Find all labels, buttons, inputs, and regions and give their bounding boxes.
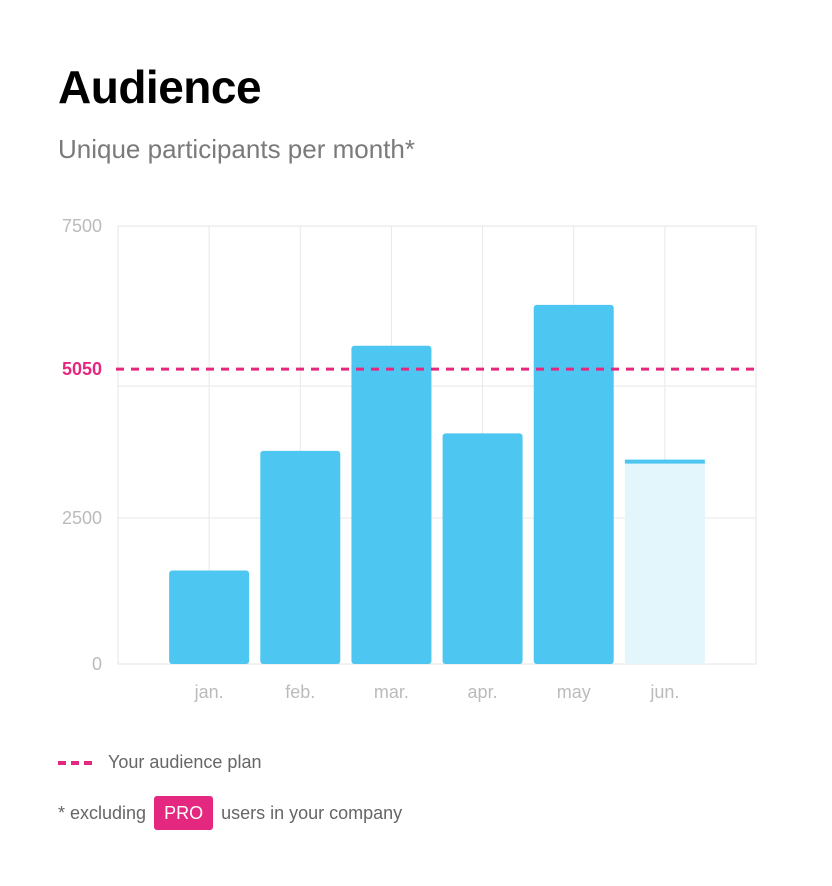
y-tick-label: 0: [92, 654, 102, 674]
x-tick-label: may: [557, 682, 591, 702]
bar-jan: [169, 570, 250, 664]
y-tick-label: 7500: [62, 216, 102, 236]
x-tick-label: mar.: [374, 682, 409, 702]
pro-badge: PRO: [154, 796, 214, 830]
y-tick-label: 2500: [62, 508, 102, 528]
x-tick-label: apr.: [468, 682, 498, 702]
x-tick-label: jan.: [194, 682, 224, 702]
plan-line-swatch: [58, 760, 92, 765]
legend-label: Your audience plan: [108, 752, 262, 772]
bar-feb: [260, 450, 341, 664]
x-tick-label: jun.: [649, 682, 679, 702]
audience-bar-chart: 0 2500 5050 7500 jan. feb. mar. apr. may jun.: [62, 216, 757, 702]
bar-cap-jun: [624, 459, 705, 464]
bar-apr: [442, 433, 523, 664]
page-title: Audience: [58, 61, 262, 113]
bar-may: [533, 304, 614, 664]
footnote-prefix: * excluding: [58, 802, 147, 823]
plot-frame: [117, 225, 757, 665]
plan-tick-label: 5050: [62, 359, 102, 379]
bar-jun: [624, 459, 705, 664]
chart-legend: Your audience plan: [58, 752, 261, 773]
bar-mar: [351, 345, 432, 664]
page-subtitle: Unique participants per month*: [58, 134, 415, 164]
footnote-suffix: users in your company: [221, 802, 403, 823]
footnote: * excluding PRO users in your company: [58, 796, 402, 830]
x-tick-label: feb.: [285, 682, 315, 702]
